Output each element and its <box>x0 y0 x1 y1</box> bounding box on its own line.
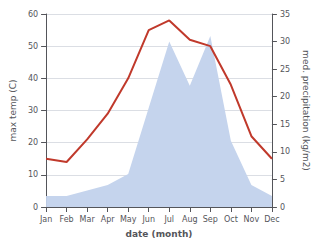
svg-text:30: 30 <box>28 106 38 115</box>
svg-text:15: 15 <box>280 120 290 129</box>
svg-text:date (month): date (month) <box>126 229 193 239</box>
svg-text:30: 30 <box>280 37 290 46</box>
svg-text:Apr: Apr <box>101 215 116 224</box>
svg-text:5: 5 <box>280 175 285 184</box>
svg-text:Jan: Jan <box>39 215 52 224</box>
svg-text:Feb: Feb <box>60 215 74 224</box>
svg-text:Jul: Jul <box>163 215 174 224</box>
svg-text:0: 0 <box>33 203 38 212</box>
svg-text:Oct: Oct <box>224 215 238 224</box>
svg-text:Mar: Mar <box>80 215 96 224</box>
svg-text:May: May <box>120 215 137 224</box>
svg-text:Dec: Dec <box>264 215 279 224</box>
svg-text:Aug: Aug <box>182 215 198 224</box>
svg-text:35: 35 <box>280 10 290 19</box>
svg-text:Sep: Sep <box>203 215 218 224</box>
svg-text:10: 10 <box>280 147 290 156</box>
svg-text:25: 25 <box>280 65 290 74</box>
svg-text:0: 0 <box>280 203 285 212</box>
svg-text:med. precipitation (kg/m2): med. precipitation (kg/m2) <box>301 50 311 171</box>
svg-text:40: 40 <box>28 74 38 83</box>
svg-text:20: 20 <box>280 92 290 101</box>
svg-text:20: 20 <box>28 138 38 147</box>
svg-text:max temp (C): max temp (C) <box>8 79 18 141</box>
svg-text:50: 50 <box>28 42 38 51</box>
svg-text:10: 10 <box>28 170 38 179</box>
svg-text:Nov: Nov <box>244 215 260 224</box>
svg-text:Jun: Jun <box>141 215 155 224</box>
svg-text:60: 60 <box>28 10 38 19</box>
